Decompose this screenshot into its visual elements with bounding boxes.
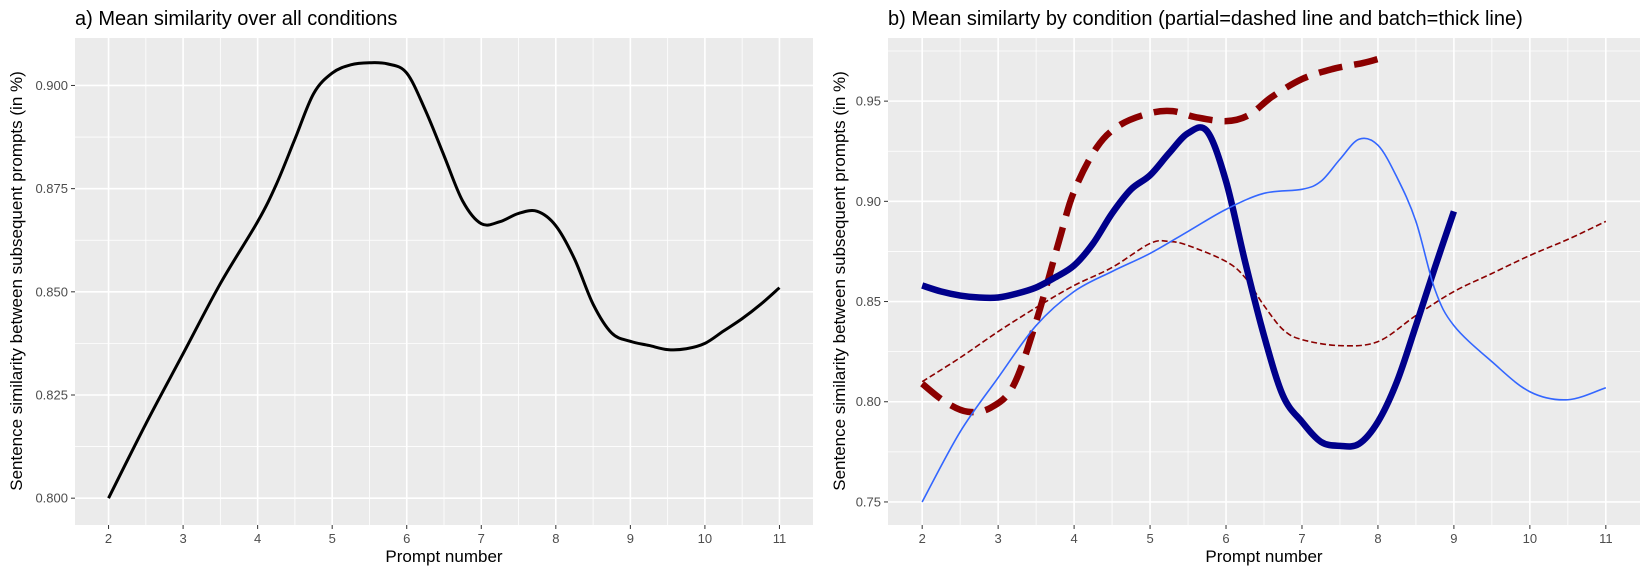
y-tick-label: 0.95 bbox=[856, 94, 881, 109]
series-line-other bbox=[921, 137, 1607, 503]
x-tick-label: 3 bbox=[179, 531, 186, 546]
x-tick-label: 7 bbox=[478, 531, 485, 546]
x-tick-label: 11 bbox=[773, 531, 787, 546]
x-tick-label: 7 bbox=[1298, 531, 1305, 546]
y-tick-label: 0.85 bbox=[856, 294, 881, 309]
chart-a-title: a) Mean similarity over all conditions bbox=[75, 8, 397, 30]
chart-b-title: b) Mean similarty by condition (partial=… bbox=[888, 8, 1523, 30]
chart-b-series-layer bbox=[920, 55, 1607, 503]
x-tick-label: 10 bbox=[1523, 531, 1537, 546]
chart-a-grid bbox=[75, 38, 813, 525]
chart-a-series-layer bbox=[107, 61, 781, 499]
x-tick-label: 9 bbox=[627, 531, 634, 546]
y-tick-label: 0.800 bbox=[35, 491, 68, 506]
y-tick-label: 0.75 bbox=[856, 494, 881, 509]
y-tick-label: 0.90 bbox=[856, 194, 881, 209]
x-tick-label: 9 bbox=[1450, 531, 1457, 546]
chart-b-y-axis: 0.75 0.80 0.85 0.90 0.95 bbox=[856, 94, 888, 509]
x-tick-label: 11 bbox=[1599, 531, 1613, 546]
y-tick-label: 0.850 bbox=[35, 284, 68, 299]
x-tick-label: 2 bbox=[105, 531, 112, 546]
x-tick-label: 5 bbox=[329, 531, 336, 546]
x-tick-label: 6 bbox=[1222, 531, 1229, 546]
x-tick-label: 6 bbox=[403, 531, 410, 546]
series-line-batch bbox=[921, 124, 1457, 450]
chart-a: a) Mean similarity over all conditions 2… bbox=[7, 8, 813, 566]
x-tick-label: 4 bbox=[254, 531, 261, 546]
series-line-mean bbox=[107, 61, 781, 499]
chart-a-x-label: Prompt number bbox=[385, 547, 502, 566]
x-tick-label: 2 bbox=[919, 531, 926, 546]
y-tick-label: 0.875 bbox=[35, 181, 68, 196]
y-tick-label: 0.825 bbox=[35, 387, 68, 402]
chart-b-y-label: Sentence similarity between subsequent p… bbox=[830, 71, 849, 491]
x-tick-label: 4 bbox=[1070, 531, 1077, 546]
x-tick-label: 10 bbox=[698, 531, 712, 546]
chart-a-y-axis: 0.800 0.825 0.850 0.875 0.900 bbox=[35, 78, 75, 506]
x-tick-label: 5 bbox=[1146, 531, 1153, 546]
x-tick-label: 3 bbox=[995, 531, 1002, 546]
x-tick-label: 8 bbox=[552, 531, 559, 546]
chart-b-x-label: Prompt number bbox=[1205, 547, 1322, 566]
chart-a-x-axis: 2 3 4 5 6 7 8 9 10 11 bbox=[105, 525, 786, 546]
chart-b-x-axis: 2 3 4 5 6 7 8 9 10 11 bbox=[919, 525, 1613, 546]
series-line-partial-batch bbox=[920, 55, 1379, 416]
x-tick-label: 8 bbox=[1374, 531, 1381, 546]
chart-a-y-label: Sentence similarity between subsequent p… bbox=[7, 71, 26, 491]
chart-b: b) Mean similarty by condition (partial=… bbox=[830, 8, 1640, 566]
y-tick-label: 0.80 bbox=[856, 394, 881, 409]
y-tick-label: 0.900 bbox=[35, 78, 68, 93]
